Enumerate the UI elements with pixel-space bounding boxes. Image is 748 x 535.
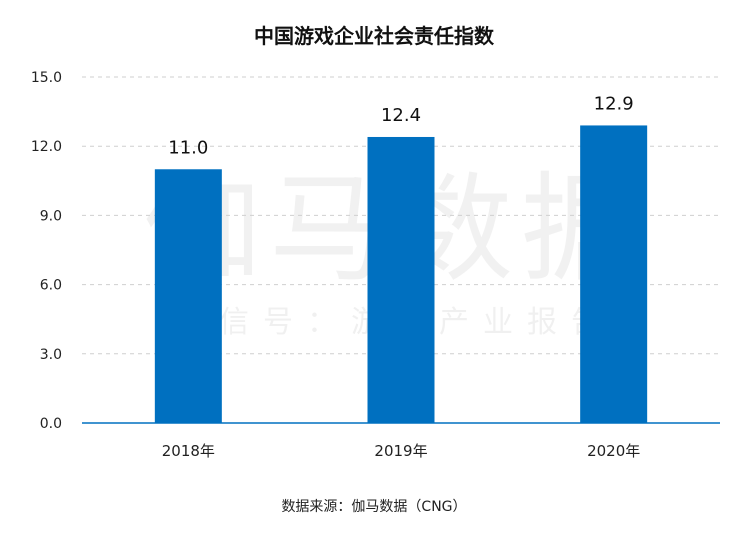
- data-labels: 11.0 12.4 12.9: [168, 93, 633, 158]
- y-tick-label: 6.0: [40, 278, 62, 294]
- y-tick-label: 9.0: [40, 208, 62, 224]
- bar: [367, 136, 435, 423]
- chart-title: 中国游戏企业社会责任指数: [254, 24, 494, 48]
- y-tick-label: 0.0: [40, 416, 62, 432]
- bar-value-label: 11.0: [168, 137, 208, 158]
- bar-value-label: 12.4: [381, 105, 421, 126]
- bar-value-label: 12.9: [594, 93, 634, 114]
- y-tick-label: 12.0: [31, 139, 62, 155]
- y-tick-label: 3.0: [40, 347, 62, 363]
- x-tick-label: 2020年: [587, 442, 640, 460]
- x-tick-label: 2018年: [162, 442, 215, 460]
- x-axis-ticks: 2018年 2019年 2020年: [162, 442, 641, 460]
- y-axis-ticks: 0.0 3.0 6.0 9.0 12.0 15.0: [31, 70, 62, 432]
- data-source: 数据来源：伽马数据（CNG）: [281, 499, 467, 515]
- y-tick-label: 15.0: [31, 70, 62, 86]
- bars: [154, 125, 648, 423]
- bar: [580, 125, 648, 423]
- x-tick-label: 2019年: [374, 442, 427, 460]
- bar: [154, 169, 222, 423]
